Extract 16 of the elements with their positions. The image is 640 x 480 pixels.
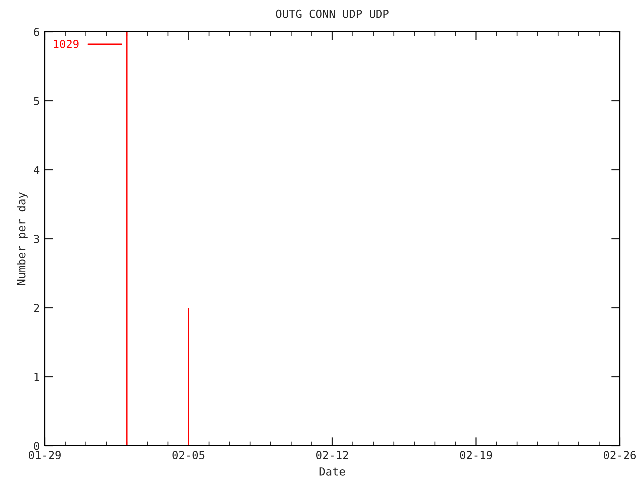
chart-title: OUTG CONN UDP UDP bbox=[276, 10, 389, 18]
y-tick-label: 4 bbox=[34, 166, 40, 174]
x-tick-label: 01-29 bbox=[29, 451, 61, 460]
y-tick-label: 2 bbox=[34, 304, 40, 312]
y-axis-title: Number per day bbox=[17, 192, 28, 286]
y-tick-label: 0 bbox=[34, 442, 40, 450]
x-tick-label: 02-12 bbox=[316, 451, 348, 460]
y-tick-label: 5 bbox=[34, 97, 40, 106]
x-tick-label: 02-05 bbox=[172, 451, 205, 460]
x-axis-title: Date bbox=[320, 468, 346, 476]
y-tick-label: 1 bbox=[34, 373, 40, 382]
x-tick-label: 02-26 bbox=[604, 451, 636, 460]
y-tick-label: 6 bbox=[34, 28, 40, 36]
y-tick-label: 3 bbox=[34, 235, 40, 244]
legend-label: 1029 bbox=[54, 40, 79, 48]
x-tick-label: 02-19 bbox=[460, 451, 492, 460]
